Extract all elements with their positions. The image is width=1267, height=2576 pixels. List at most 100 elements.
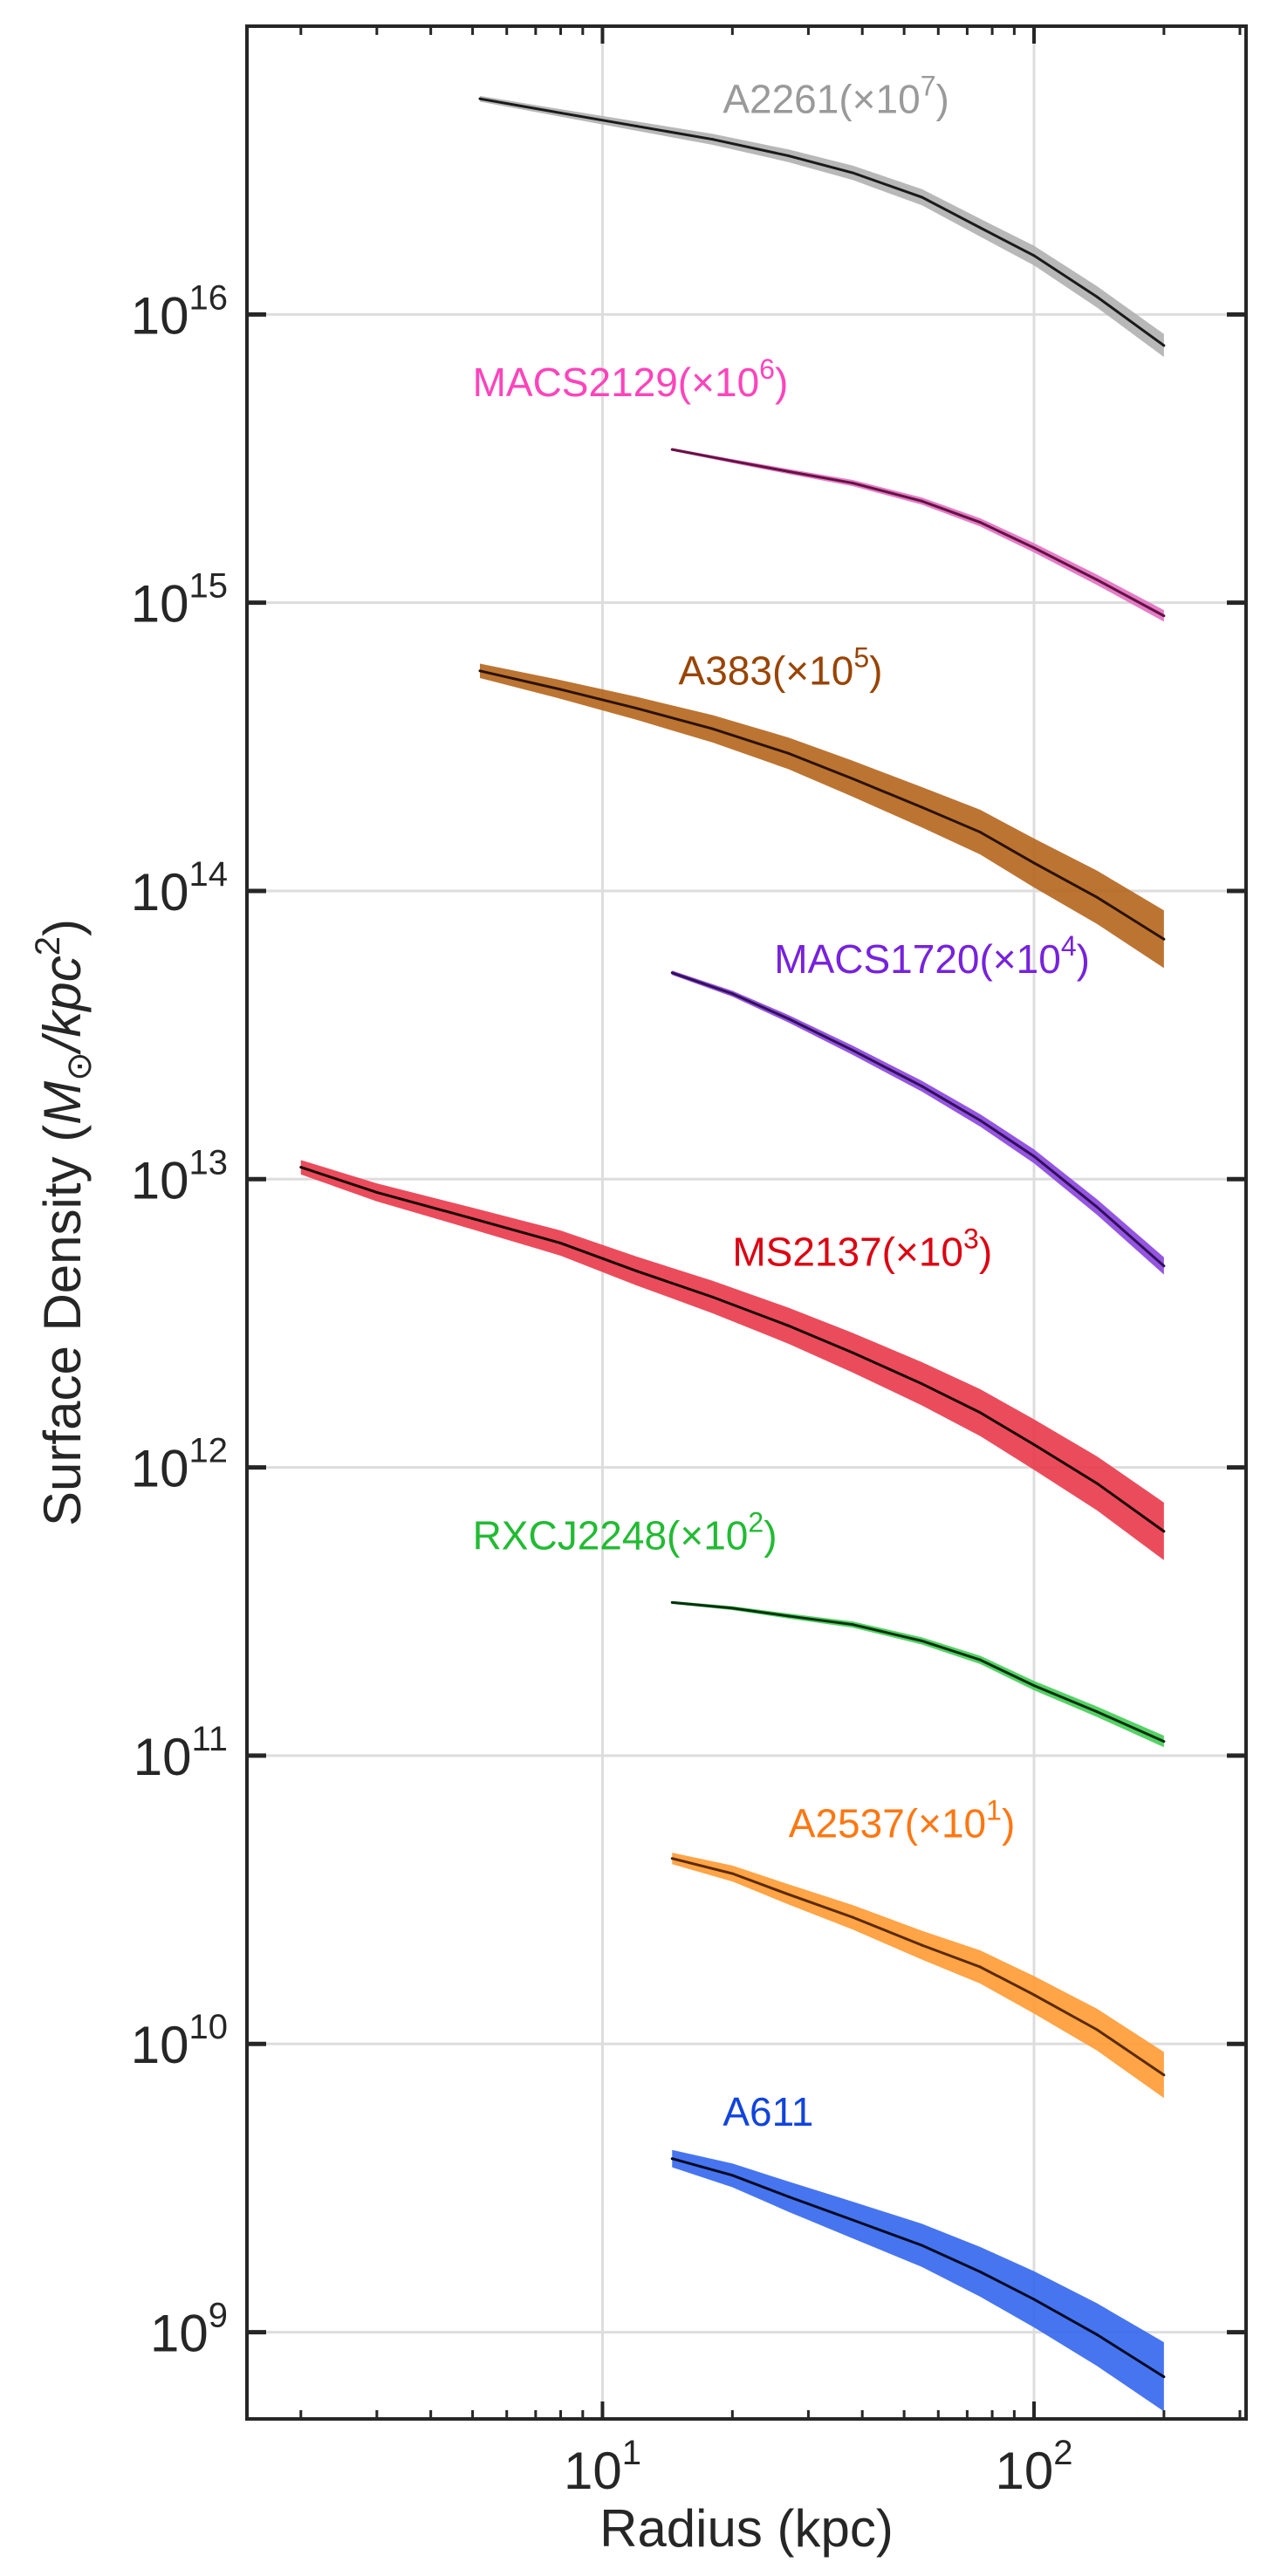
data-point [1095,1205,1099,1209]
data-point [1162,344,1166,347]
data-point [921,195,924,199]
y-axis-title: Surface Density (M⊙/kpc2) [29,919,99,1526]
data-point [851,1049,854,1052]
data-point [1032,861,1036,865]
data-point [1032,1993,1036,1997]
data-point [787,469,791,473]
data-point [1162,2375,1166,2379]
data-point [787,1614,791,1618]
data-point [1095,1482,1099,1485]
data-point [559,688,563,691]
data-point [635,125,639,128]
data-point [851,1623,854,1627]
y-tick-label: 1013 [131,1143,228,1209]
data-point [978,1411,982,1415]
data-point [1095,2333,1099,2336]
data-point [711,1295,715,1298]
series-label-a2537: A2537(×101) [789,1795,1016,1846]
data-point [635,707,639,710]
y-tick-label: 1012 [131,1432,228,1498]
y-axis-title-sun-symbol: ⊙ [60,1052,99,1081]
y-tick-label: 1011 [134,1720,228,1786]
y-tick-label: 1014 [131,855,228,921]
series-label-rxcj2248: RXCJ2248(×102) [473,1506,777,1558]
data-point [921,1085,924,1088]
data-point [851,171,854,175]
series-label-a2261: A2261(×107) [723,70,949,121]
data-point [1095,2028,1099,2031]
data-point [559,111,563,114]
data-point [635,1270,639,1273]
data-point [711,727,715,730]
data-point [1032,2298,1036,2301]
data-point [978,831,982,834]
data-point [1162,1530,1166,1533]
data-point [921,1639,924,1642]
data-point [921,805,924,809]
data-point [787,1893,791,1896]
data-point [978,521,982,524]
data-point [787,2195,791,2198]
y-tick-label: 1010 [131,2008,228,2074]
data-point [559,1242,563,1245]
axis-ticks: 101 102 109 1010 1011 1012 1013 1014 1015 1016 [131,26,1246,2500]
data-point [730,1872,734,1875]
data-point [730,992,734,996]
series-band-ms2137 [300,1160,1164,1560]
data-point [851,1915,854,1919]
series-band-a611 [672,2149,1164,2412]
data-point [471,1216,475,1220]
data-point [1032,546,1036,550]
y-axis-title-kpc: kpc [33,956,92,1037]
data-point [1162,1740,1166,1744]
data-point [1032,1442,1036,1446]
data-point [921,1382,924,1386]
y-axis-title-suffix: ) [33,919,92,936]
x-tick-label: 101 [564,2434,641,2500]
data-point [978,1965,982,1969]
data-point [851,1351,854,1354]
data-point [921,499,924,503]
series-label-macs1720: MACS1720(×104) [774,930,1090,982]
series-label-ms2137: MS2137(×103) [732,1223,992,1275]
data-point [1032,1154,1036,1158]
data-point [670,2157,674,2161]
data-point [851,482,854,485]
series-band-a2537 [672,1853,1164,2099]
data-point [978,1119,982,1122]
data-point [1162,614,1166,618]
data-point [730,2174,734,2177]
data-point [1095,578,1099,581]
y-axis-title-prefix: Surface Density ( [33,1125,92,1526]
data-point [711,138,715,141]
x-axis-title: Radius (kpc) [599,2499,894,2558]
data-point [730,1607,734,1610]
data-point [670,1857,674,1860]
x-tick-label: 102 [996,2434,1073,2500]
y-axis-title-power: 2 [29,936,67,956]
data-point [787,154,791,158]
data-point [1162,1264,1166,1268]
data-point [1162,2073,1166,2077]
data-point [1162,937,1166,941]
y-axis-title-mass: M [33,1081,92,1125]
data-point [1095,1710,1099,1714]
series-label-a383: A383(×105) [679,641,883,693]
data-point [1032,1684,1036,1688]
data-point [1095,895,1099,899]
data-point [921,2244,924,2247]
data-point [670,448,674,451]
data-point [787,751,791,755]
data-point [1095,295,1099,298]
series-group [299,95,1166,2412]
data-point [670,1600,674,1604]
data-point [978,226,982,230]
data-point [670,971,674,975]
series-label-macs2129: MACS2129(×106) [473,353,789,405]
series-band-a383 [480,663,1164,969]
data-point [978,1658,982,1661]
data-point [299,1166,303,1169]
data-point [851,777,854,780]
